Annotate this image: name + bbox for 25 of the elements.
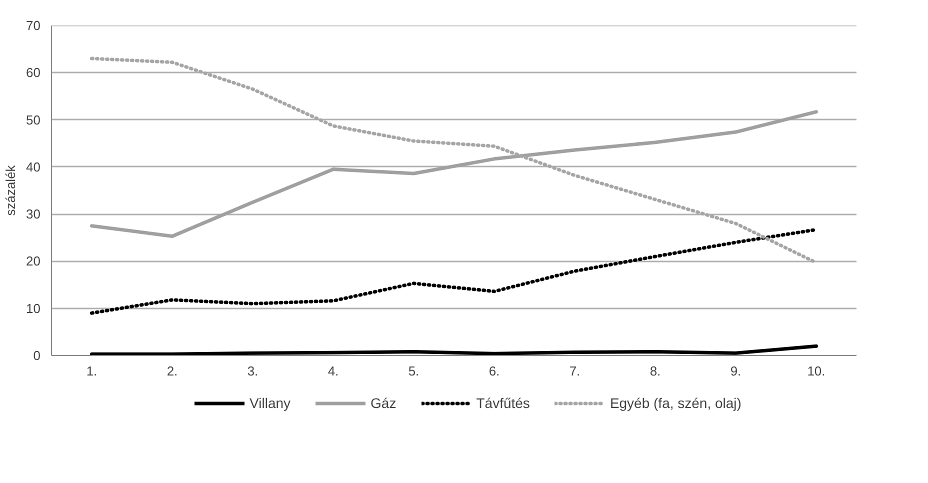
legend-label: Gáz [370, 395, 396, 411]
x-tick-label: 6. [488, 364, 500, 378]
y-tick-label: 30 [26, 206, 41, 222]
line-series [90, 228, 818, 315]
y-axis-title: százalék [3, 164, 18, 216]
y-tick-label: 60 [26, 65, 41, 80]
legend-label: Villany [250, 395, 291, 411]
legend-label: Távfűtés [476, 395, 530, 411]
y-tick-label: 40 [26, 159, 41, 174]
y-tick-label: 20 [26, 254, 41, 269]
y-tick-label: 70 [26, 18, 41, 33]
line-series [90, 344, 818, 356]
x-tick-label: 10. [807, 364, 826, 378]
x-tick-label: 5. [408, 364, 420, 378]
x-tick-label: 1. [86, 364, 98, 378]
y-tick-label: 50 [26, 112, 41, 128]
legend-label: Egyéb (fa, szén, olaj) [610, 395, 742, 411]
x-tick-label: 7. [569, 364, 580, 378]
x-tick-label: 8. [650, 364, 661, 378]
y-tick-label: 0 [33, 348, 41, 363]
x-tick-label: 3. [247, 364, 258, 378]
x-tick-label: 2. [166, 364, 178, 378]
x-tick-label: 9. [730, 364, 742, 378]
x-tick-label: 4. [328, 364, 339, 378]
y-tick-label: 10 [26, 300, 41, 316]
